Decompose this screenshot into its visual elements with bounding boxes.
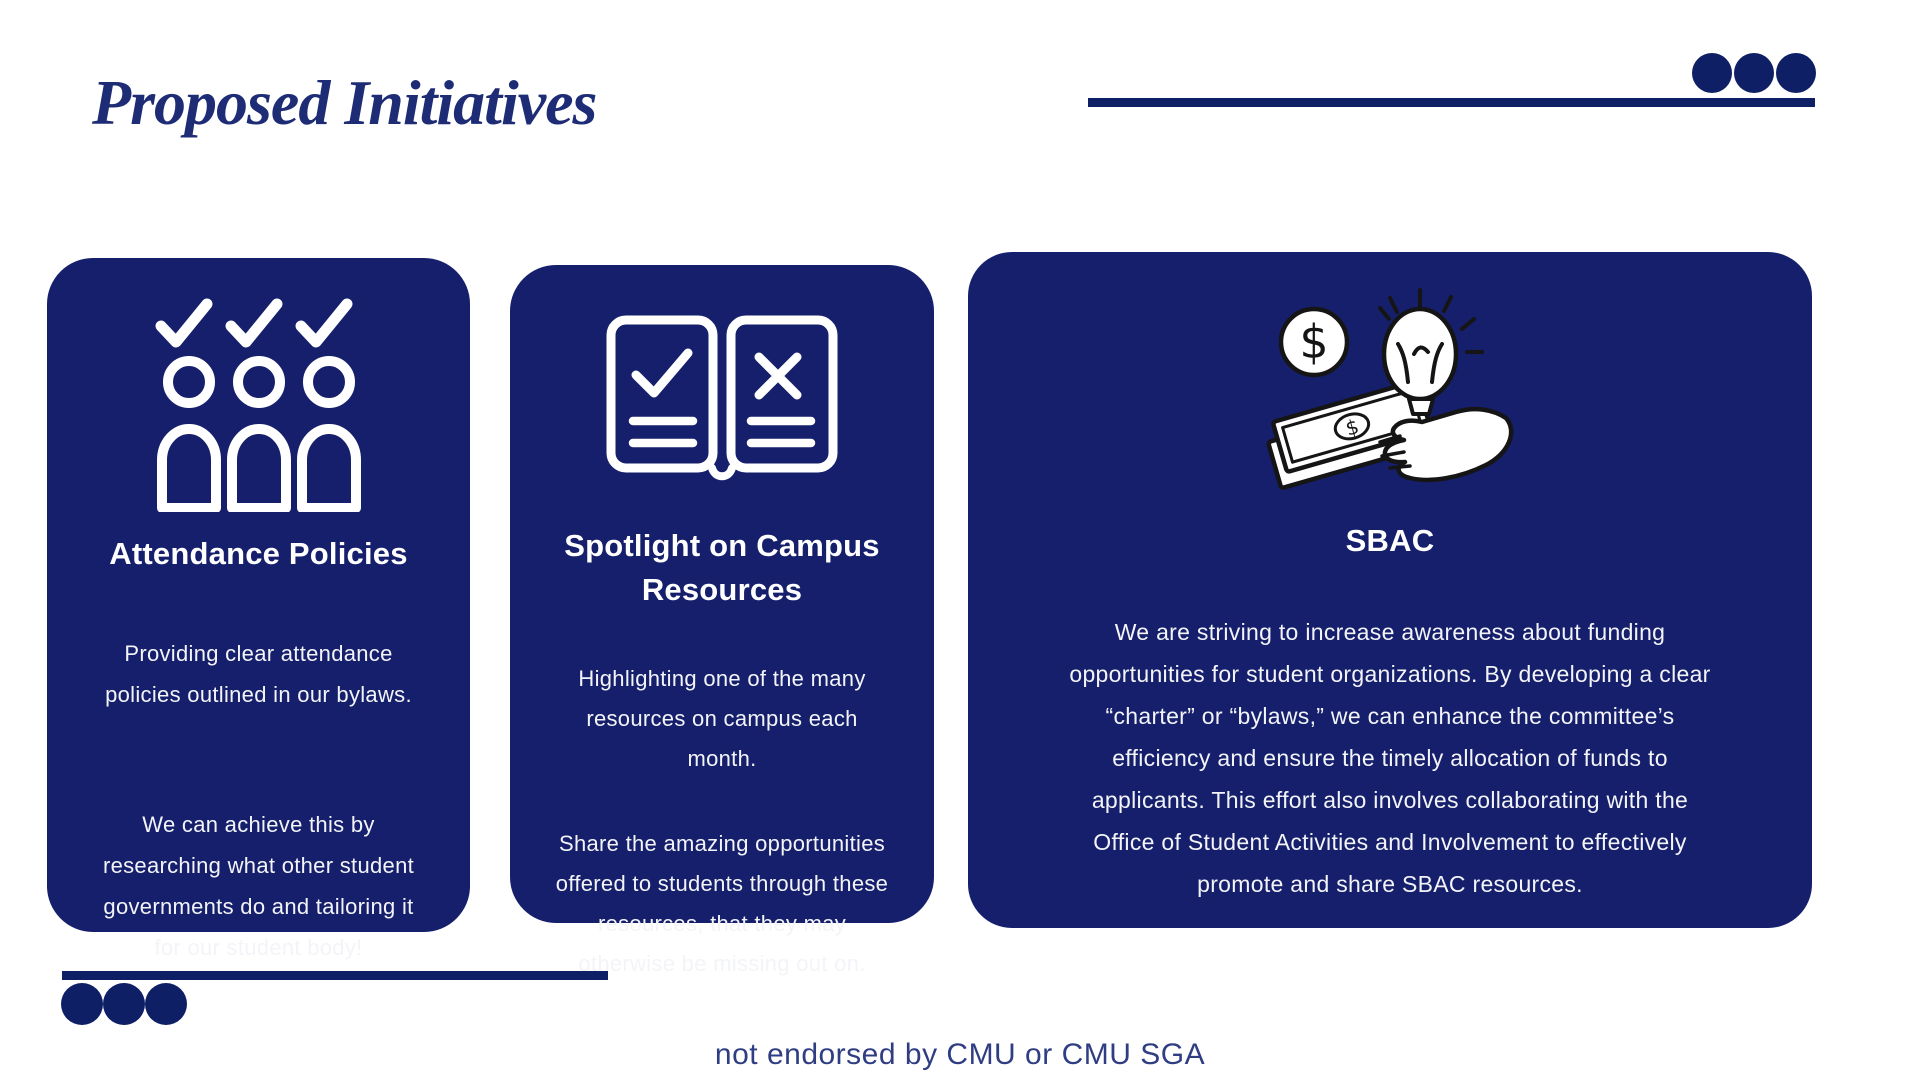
bottom-left-dots-decoration <box>61 983 187 1025</box>
card-title: Attendance Policies <box>109 536 408 571</box>
top-right-divider-line <box>1088 98 1815 107</box>
card-attendance-policies: Attendance Policies Providing clear atte… <box>47 258 470 960</box>
top-right-dots-decoration <box>1692 53 1816 93</box>
svg-text:$: $ <box>1343 414 1362 441</box>
disclaimer-text: not endorsed by CMU or CMU SGA <box>714 1038 1206 1071</box>
dot-icon <box>61 983 103 1025</box>
dot-icon <box>1776 53 1816 93</box>
card-body: We are striving to increase awareness ab… <box>985 569 1795 947</box>
dot-icon <box>1692 53 1732 93</box>
card-paragraph: Highlighting one of the many resources o… <box>578 666 866 771</box>
card-paragraph: Providing clear attendance policies outl… <box>105 641 412 707</box>
bottom-left-divider-line <box>62 971 608 980</box>
dot-icon <box>1734 53 1774 93</box>
hand-money-lightbulb-icon: $ $ <box>1262 286 1518 495</box>
card-body: Highlighting one of the many resources o… <box>520 619 924 1024</box>
card-sbac: $ $ <box>968 252 1812 928</box>
three-people-checkmarks-icon <box>153 298 365 517</box>
card-paragraph: We can achieve this by researching what … <box>102 812 415 960</box>
dot-icon <box>145 983 187 1025</box>
card-paragraph: We are striving to increase awareness ab… <box>1069 619 1711 897</box>
dot-icon <box>103 983 145 1025</box>
open-book-check-x-icon <box>606 315 838 492</box>
page-title: Proposed Initiatives <box>92 67 597 138</box>
card-paragraph: Share the amazing opportunities offered … <box>555 831 889 976</box>
card-title: Spotlight on Campus Resources <box>564 528 880 607</box>
card-body: Providing clear attendance policies outl… <box>59 592 459 1009</box>
svg-text:$: $ <box>1299 315 1328 369</box>
card-title: SBAC <box>1345 523 1435 558</box>
card-spotlight-campus-resources: Spotlight on Campus Resources Highlighti… <box>510 265 934 976</box>
